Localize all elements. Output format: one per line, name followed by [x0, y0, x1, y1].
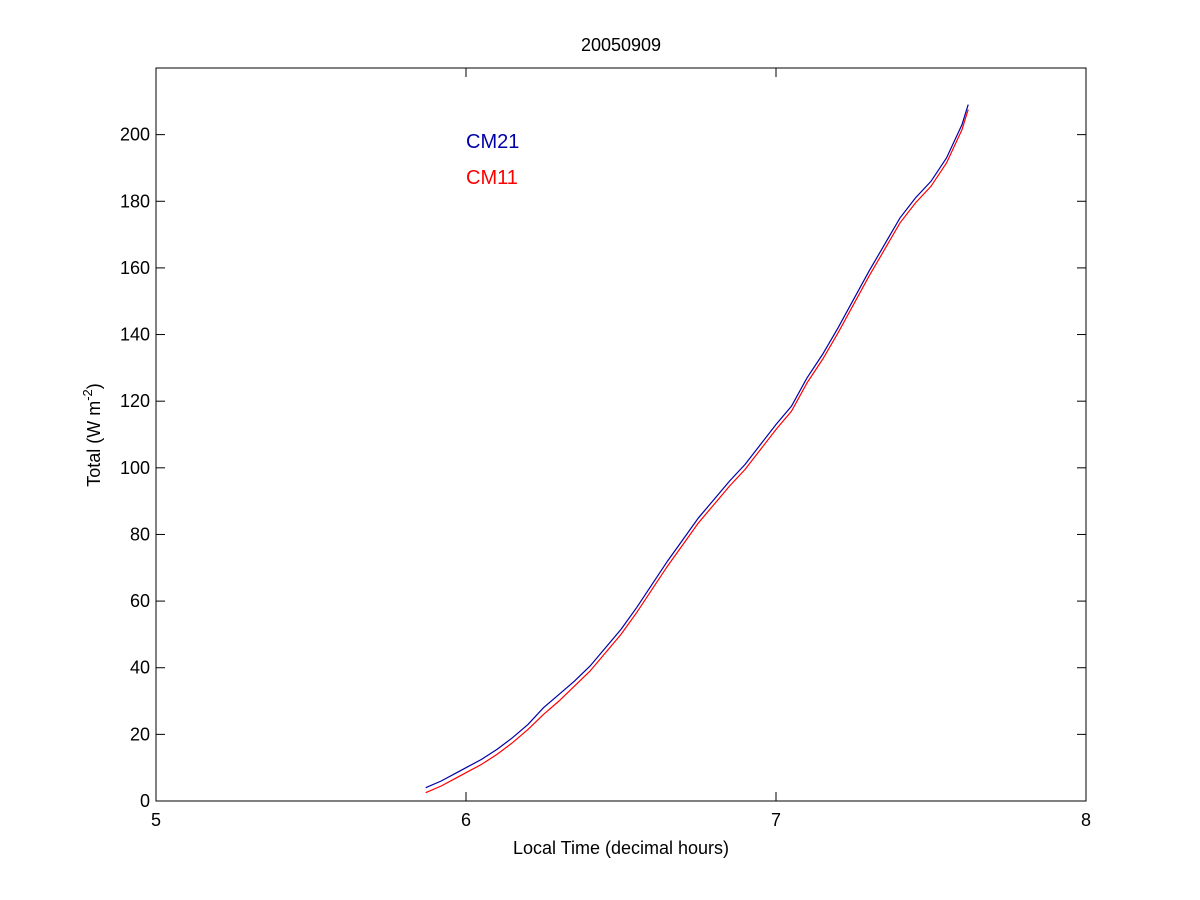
y-axis-label: Total (W m-2) [80, 383, 104, 487]
y-tick-label: 60 [130, 591, 150, 611]
plot-frame [155, 67, 1087, 802]
plot-area [156, 68, 1086, 801]
y-tick-label: 160 [120, 258, 150, 278]
y-axis-label-prefix: Total (W m [84, 401, 104, 487]
x-tick-label: 5 [151, 810, 161, 830]
y-tick-label: 20 [130, 724, 150, 744]
y-axis-label-superscript: -2 [80, 389, 95, 401]
y-tick-label: 200 [120, 125, 150, 145]
y-tick-label: 100 [120, 458, 150, 478]
x-tick-label: 7 [771, 810, 781, 830]
x-tick-label: 8 [1081, 810, 1091, 830]
y-tick-label: 120 [120, 391, 150, 411]
x-axis-label: Local Time (decimal hours) [513, 838, 729, 858]
y-tick-label: 0 [140, 791, 150, 811]
x-tick-label: 6 [461, 810, 471, 830]
legend-label-cm21: CM21 [466, 131, 519, 153]
series-line-cm21 [425, 104, 969, 789]
series-line-cm11 [425, 109, 969, 794]
y-tick-label: 80 [130, 524, 150, 544]
y-tick-label: 140 [120, 325, 150, 345]
legend: CM21 CM11 [466, 131, 519, 189]
series-lines [425, 104, 969, 794]
y-tick-label: 180 [120, 191, 150, 211]
chart-title: 20050909 [581, 35, 661, 55]
y-tick-label: 40 [130, 658, 150, 678]
y-axis-label-suffix: ) [84, 383, 104, 389]
legend-label-cm11: CM11 [466, 167, 518, 189]
